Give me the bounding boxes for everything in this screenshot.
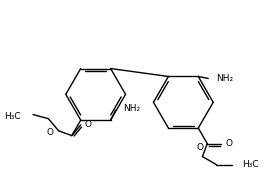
Text: O: O <box>225 139 232 148</box>
Text: O: O <box>197 143 204 152</box>
Text: NH₂: NH₂ <box>216 74 233 83</box>
Text: H₃C: H₃C <box>5 112 21 121</box>
Text: O: O <box>85 121 92 129</box>
Text: NH₂: NH₂ <box>124 104 141 113</box>
Text: H₃C: H₃C <box>242 160 259 169</box>
Text: O: O <box>47 128 54 137</box>
